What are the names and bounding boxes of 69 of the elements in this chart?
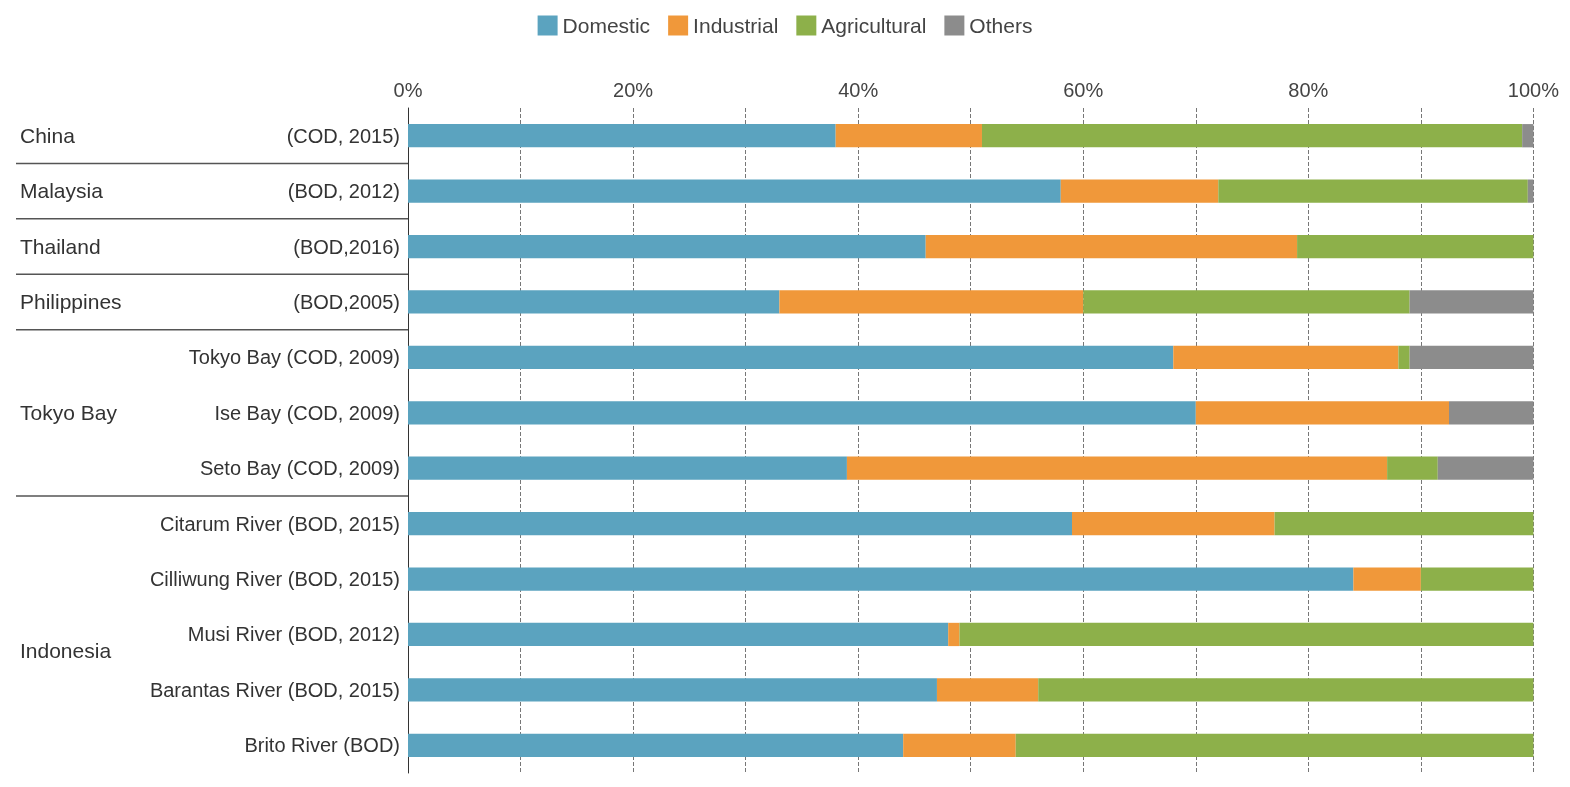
bar <box>408 401 1196 425</box>
bar <box>959 622 1534 647</box>
bar <box>408 622 949 647</box>
bar <box>1060 179 1219 203</box>
bar <box>925 234 1298 259</box>
bar <box>408 567 1354 591</box>
bar <box>1449 401 1534 425</box>
y-tick-label: Barantas River (BOD, 2015) <box>149 678 400 701</box>
legend-label: Industrial <box>693 14 779 37</box>
text: Malaysia <box>20 179 104 203</box>
bar <box>1173 345 1399 370</box>
x-tick-label: 100% <box>1507 79 1560 101</box>
x-tick-label: 80% <box>1288 79 1329 101</box>
bar <box>408 234 926 259</box>
bar <box>779 290 1084 314</box>
bar <box>1522 124 1534 148</box>
x-tick-label: 0% <box>393 79 423 101</box>
y-tick-label: (BOD,2005) <box>293 290 400 313</box>
y-tick-label: Ise Bay (COD, 2009) <box>214 401 400 424</box>
y-tick-label: Tokyo Bay (COD, 2009) <box>188 346 400 369</box>
bar <box>981 124 1523 148</box>
bar <box>1420 567 1534 591</box>
bar <box>948 622 960 647</box>
bar <box>408 733 904 757</box>
bar <box>408 290 780 314</box>
y-tick-label: Cilliwung River (BOD, 2015) <box>149 568 400 591</box>
text: China <box>20 123 76 147</box>
bar <box>1409 290 1534 314</box>
bar <box>1297 234 1534 259</box>
legend-label: Agricultural <box>821 14 927 37</box>
y-tick-label: Musi River (BOD, 2012) <box>187 623 400 646</box>
bar <box>1387 456 1438 480</box>
bar <box>1015 733 1534 757</box>
legend-label: Others <box>969 14 1033 37</box>
bar <box>1195 401 1450 425</box>
y-tick-label: (COD, 2015) <box>286 124 400 147</box>
bar <box>1072 511 1275 536</box>
y-tick-label: Citarum River (BOD, 2015) <box>159 512 400 535</box>
bar <box>846 456 1388 480</box>
x-tick-label: 60% <box>1063 79 1104 101</box>
y-tick-label: Seto Bay (COD, 2009) <box>199 457 400 480</box>
bar <box>1218 179 1528 203</box>
bar <box>1083 290 1410 314</box>
x-tick-label: 40% <box>838 79 879 101</box>
bar <box>408 678 937 702</box>
y-tick-label: Brito River (BOD) <box>244 734 400 757</box>
bar <box>903 733 1016 757</box>
text: Indonesia <box>20 639 112 663</box>
text: Philippines <box>20 289 122 313</box>
bar <box>408 345 1174 370</box>
bar <box>1527 179 1534 203</box>
y-tick-label: (BOD, 2012) <box>287 180 400 203</box>
bar <box>408 511 1072 536</box>
bar <box>835 124 982 148</box>
bar <box>1409 345 1534 370</box>
legend-label: Domestic <box>562 14 651 37</box>
bar <box>408 179 1061 203</box>
bar <box>408 124 836 148</box>
bar <box>1398 345 1410 370</box>
bar <box>936 678 1039 702</box>
bar <box>408 456 847 480</box>
bar <box>1437 456 1534 480</box>
y-tick-label: (BOD,2016) <box>293 235 400 258</box>
bar <box>1038 678 1534 702</box>
text: Tokyo Bay <box>20 400 118 424</box>
bar <box>1353 567 1421 591</box>
x-tick-label: 20% <box>613 79 654 101</box>
bar <box>1274 511 1534 536</box>
text: Thailand <box>20 234 101 258</box>
